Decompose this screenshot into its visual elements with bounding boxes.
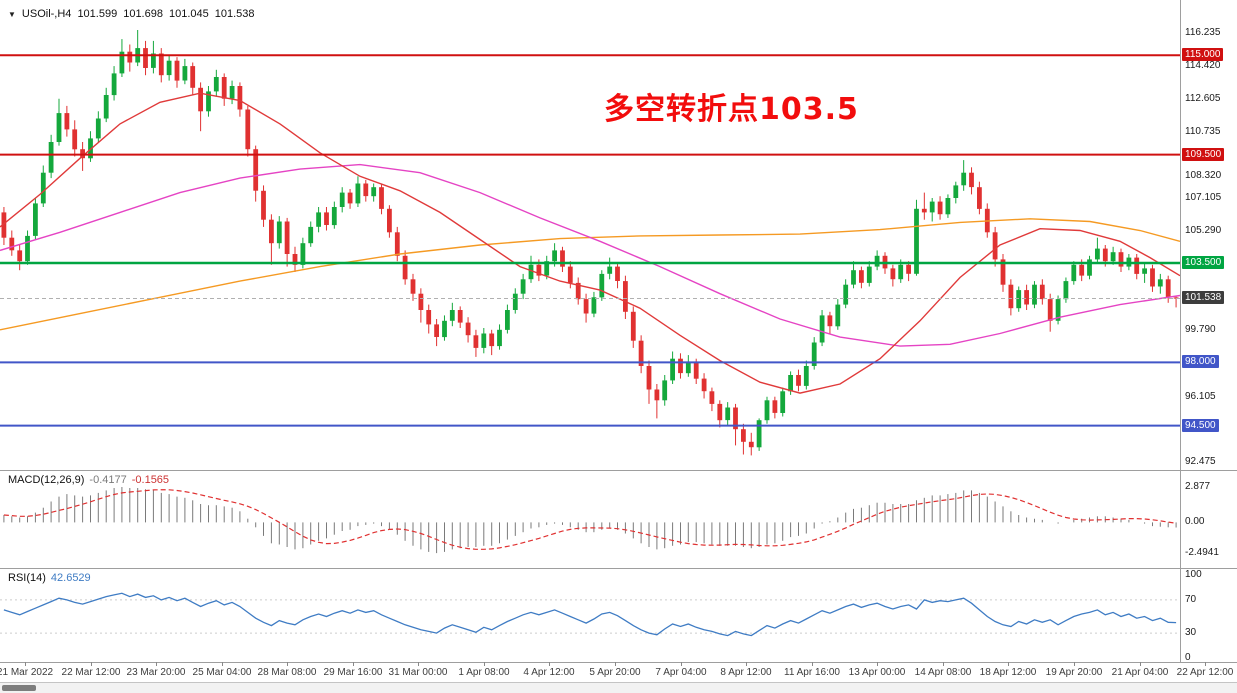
axis-label: 0 [1185, 652, 1191, 663]
macd-signal-value: -0.1565 [131, 474, 170, 486]
time-axis-label: 4 Apr 12:00 [523, 667, 575, 678]
axis-label: 103.500 [1182, 256, 1225, 270]
time-axis-label: 18 Apr 12:00 [979, 667, 1037, 678]
axis-label: 70 [1185, 593, 1197, 605]
time-tick [746, 662, 747, 666]
time-axis-label: 13 Apr 00:00 [848, 667, 906, 678]
axis-label: 107.105 [1185, 191, 1222, 203]
time-axis-label: 7 Apr 04:00 [655, 667, 707, 678]
price-chart-pane[interactable] [0, 0, 1180, 470]
high-value: 101.698 [123, 8, 163, 20]
close-value: 101.538 [214, 8, 255, 20]
time-axis[interactable]: 21 Mar 2022 22 Mar 12:00 23 Mar 20:00 25 Ma… [0, 662, 1237, 682]
time-axis-label: 21 Apr 04:00 [1111, 667, 1169, 678]
pane-separator [0, 470, 1237, 471]
axis-label: 30 [1185, 627, 1197, 639]
time-tick [1074, 662, 1075, 666]
axis-label: 2.877 [1185, 481, 1211, 493]
macd-main-value: -0.4177 [89, 474, 127, 486]
time-axis-label: 29 Mar 16:00 [323, 667, 383, 678]
time-axis-label: 31 Mar 00:00 [388, 667, 448, 678]
rsi-indicator-label: RSI(14) 42.6529 [8, 572, 96, 584]
time-tick [1140, 662, 1141, 666]
symbol-timeframe-label: USOil-,H4 [21, 8, 72, 20]
scrollbar-thumb[interactable] [2, 685, 36, 691]
rsi-value: 42.6529 [50, 572, 91, 584]
axis-label: 92.475 [1185, 456, 1216, 468]
open-value: 101.599 [77, 8, 118, 20]
time-tick [1205, 662, 1206, 666]
axis-label: 112.605 [1185, 92, 1221, 104]
time-axis-label: 1 Apr 08:00 [458, 667, 510, 678]
axis-label: 108.320 [1185, 169, 1222, 181]
pane-separator [0, 662, 1237, 663]
axis-label: 114.420 [1185, 59, 1221, 71]
axis-label: 96.105 [1185, 390, 1216, 402]
axis-label: 110.735 [1185, 126, 1221, 138]
time-tick [25, 662, 26, 666]
price-axis[interactable]: 116.235 115.000 114.420 112.605 110.735 109.5… [1181, 0, 1237, 663]
time-axis-label: 5 Apr 20:00 [589, 667, 641, 678]
macd-pane[interactable] [0, 470, 1180, 568]
horizontal-scrollbar[interactable] [0, 682, 1237, 693]
axis-label: -2.4941 [1185, 547, 1219, 559]
time-tick [877, 662, 878, 666]
symbol-dropdown-icon[interactable]: ▼ [8, 10, 16, 19]
axis-label: 94.500 [1182, 418, 1219, 432]
time-tick [484, 662, 485, 666]
axis-label: 98.000 [1182, 355, 1219, 369]
time-axis-label: 11 Apr 16:00 [784, 667, 840, 678]
axis-label: 115.000 [1182, 48, 1224, 62]
macd-name: MACD(12,26,9) [8, 474, 85, 486]
axis-label: 100 [1185, 569, 1202, 580]
axis-label: 101.538 [1182, 291, 1225, 305]
time-tick [287, 662, 288, 666]
axis-label: 99.790 [1185, 324, 1216, 336]
time-axis-label: 21 Mar 2022 [0, 667, 54, 678]
axis-label: 116.235 [1185, 26, 1221, 38]
time-tick [943, 662, 944, 666]
time-tick [222, 662, 223, 666]
time-axis-label: 28 Mar 08:00 [257, 667, 317, 678]
time-tick [353, 662, 354, 666]
time-tick [812, 662, 813, 666]
time-axis-label: 14 Apr 08:00 [914, 667, 972, 678]
rsi-pane[interactable] [0, 568, 1180, 662]
rsi-name: RSI(14) [8, 572, 46, 584]
time-tick [1008, 662, 1009, 666]
time-axis-label: 23 Mar 20:00 [126, 667, 186, 678]
low-value: 101.045 [168, 8, 209, 20]
macd-indicator-label: MACD(12,26,9) -0.4177 -0.1565 [8, 474, 174, 486]
annotation-text: 多空转折点103.5 [604, 92, 859, 127]
axis-separator [1180, 0, 1181, 662]
time-tick [156, 662, 157, 666]
axis-label: 0.00 [1185, 516, 1205, 528]
time-tick [418, 662, 419, 666]
symbol-ohlc-header: ▼ USOil-,H4 101.599 101.698 101.045 101.538 [8, 8, 261, 20]
time-axis-label: 19 Apr 20:00 [1045, 667, 1103, 678]
pane-separator [0, 568, 1237, 569]
time-axis-label: 22 Mar 12:00 [61, 667, 121, 678]
time-axis-label: 8 Apr 12:00 [720, 667, 772, 678]
time-tick [615, 662, 616, 666]
time-tick [549, 662, 550, 666]
axis-label: 105.290 [1185, 224, 1222, 236]
time-tick [91, 662, 92, 666]
time-axis-label: 22 Apr 12:00 [1176, 667, 1234, 678]
time-axis-label: 25 Mar 04:00 [192, 667, 252, 678]
time-tick [681, 662, 682, 666]
axis-label: 109.500 [1182, 147, 1225, 161]
